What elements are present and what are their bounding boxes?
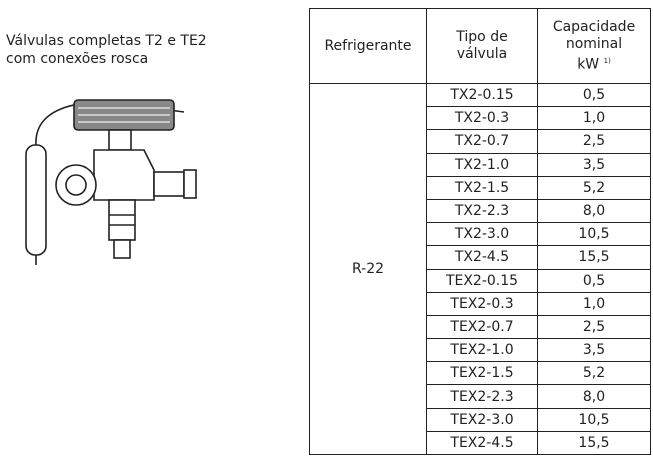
valve-type-cell: TX2-3.0 — [426, 222, 538, 247]
table-row: TEX2-4.5 15,5 — [310, 430, 651, 456]
table-row: TEX2-1.5 5,2 — [310, 361, 651, 386]
header-cell: Tipo de válvula — [426, 8, 538, 84]
table-row: TX2-4.5 15,5 — [310, 245, 651, 270]
table-row: TEX2-0.15 0,5 — [310, 268, 651, 293]
table-row: TX2-2.3 8,0 — [310, 198, 651, 224]
capacity-cell: 5,2 — [537, 361, 651, 386]
valve-type-cell: TEX2-2.3 — [426, 384, 538, 409]
capacity-cell: 1,0 — [537, 106, 651, 131]
valve-type-cell: TEX2-4.5 — [426, 430, 538, 456]
capacity-cell: 2,5 — [537, 129, 651, 154]
table-row: TX2-1.5 5,2 — [310, 175, 651, 200]
valve-type-cell: TEX2-0.3 — [426, 291, 538, 316]
table-row: R-22 TX2-0.15 0,5 — [309, 82, 651, 455]
table-row: TEX2-2.3 8,0 — [310, 384, 651, 409]
header-line: Refrigerante — [324, 37, 412, 54]
valve-type-cell: TX2-0.15 — [426, 82, 538, 108]
valve-type-cell: TX2-0.3 — [426, 106, 538, 131]
valve-type-cell: TX2-0.7 — [426, 129, 538, 154]
table-row: TEX2-0.3 1,0 — [310, 291, 651, 316]
valve-type-cell: TEX2-0.7 — [426, 314, 538, 340]
capacity-cell: 0,5 — [537, 82, 651, 108]
capacity-cell: 10,5 — [537, 407, 651, 432]
header-cell: Refrigerante — [309, 8, 427, 84]
header-line: Capacidade — [552, 18, 636, 35]
table-row: TEX2-3.0 10,5 — [310, 407, 651, 432]
valve-type-cell: TX2-4.5 — [426, 245, 538, 270]
footnote-mark: 1) — [603, 56, 611, 65]
header-line: válvula — [456, 46, 508, 62]
capacity-cell: 10,5 — [537, 222, 651, 247]
capacity-cell: 5,2 — [537, 175, 651, 200]
valve-illustration — [25, 99, 197, 265]
valve-table: Refrigerante Tipo de válvula Capacidade nomi… — [309, 8, 651, 456]
caption: Válvulas completas T2 e TE2 com conexões… — [6, 32, 207, 68]
capacity-cell: 0,5 — [537, 268, 651, 293]
caption-line: com conexões rosca — [6, 51, 149, 67]
capacity-cell: 3,5 — [537, 152, 651, 177]
capacity-cell: 15,5 — [537, 430, 651, 456]
refrigerant-cell: R-22 — [309, 83, 427, 455]
valve-type-cell: TEX2-1.5 — [426, 361, 538, 386]
capacity-cell: 2,5 — [537, 314, 651, 340]
table-row: TX2-0.7 2,5 — [310, 129, 651, 154]
table-row: TEX2-1.0 3,5 — [310, 338, 651, 363]
header-line-wrap: kW 1) — [538, 53, 650, 74]
valve-type-cell: TEX2-3.0 — [426, 407, 538, 432]
capacity-cell: 1,0 — [537, 291, 651, 316]
header-line: nominal — [565, 35, 623, 52]
capacity-cell: 8,0 — [537, 198, 651, 224]
valve-type-cell: TX2-1.5 — [426, 175, 538, 200]
valve-type-cell: TX2-1.0 — [426, 152, 538, 177]
header-line: Tipo de — [456, 29, 508, 45]
header-line: kW — [577, 56, 600, 73]
capacity-cell: 8,0 — [537, 384, 651, 409]
header-row: Refrigerante Tipo de válvula Capacidade nomi… — [309, 8, 651, 84]
header-cell: Capacidade nominal kW 1) — [537, 8, 651, 84]
valve-type-cell: TX2-2.3 — [426, 198, 538, 224]
caption-line: Válvulas completas T2 e TE2 — [6, 33, 207, 49]
valve-type-cell: TEX2-1.0 — [426, 338, 538, 363]
table-body: R-22 TX2-0.15 0,5 TX2-0.3 1,0 TX2-0.7 2,5 TX2-1… — [309, 82, 651, 456]
table-row: TX2-3.0 10,5 — [310, 222, 651, 247]
valve-type-cell: TEX2-0.15 — [426, 268, 538, 293]
capacity-cell: 3,5 — [537, 338, 651, 363]
capacity-cell: 15,5 — [537, 245, 651, 270]
